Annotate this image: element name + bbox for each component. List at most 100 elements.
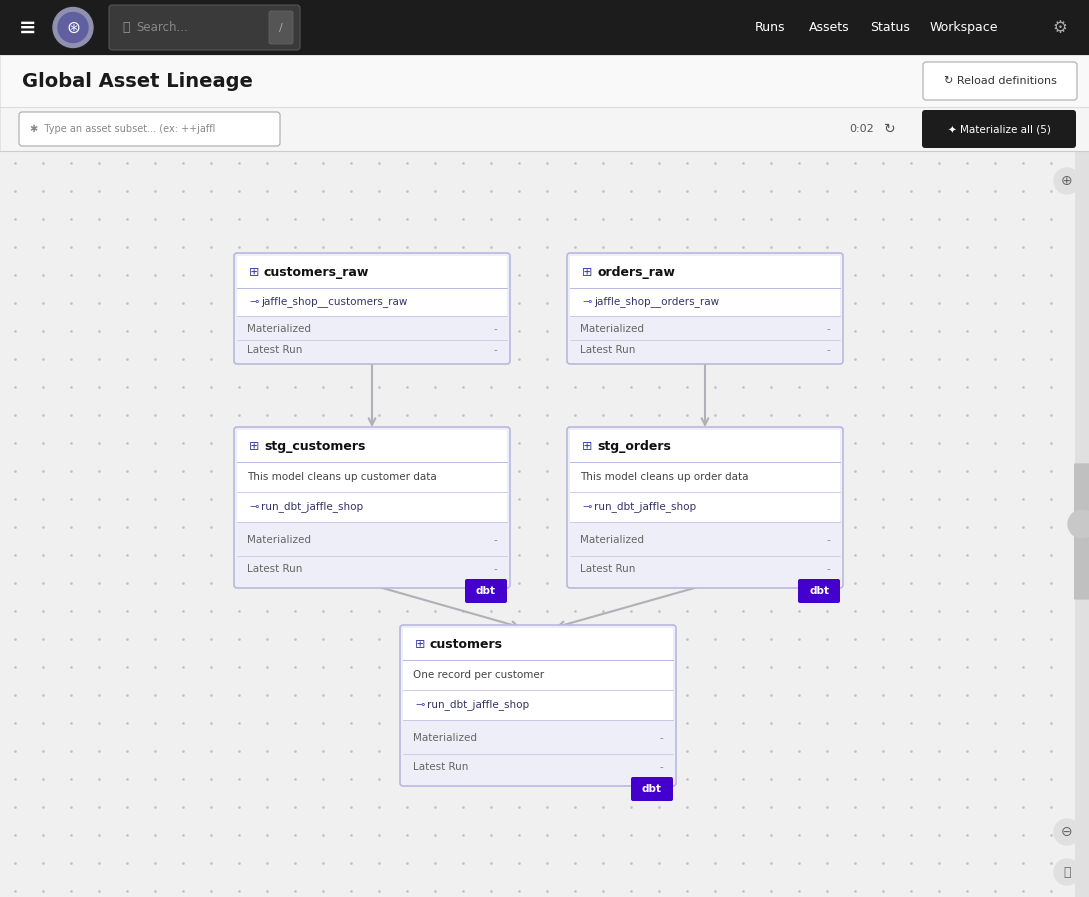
Text: ⊛: ⊛ [66, 19, 79, 37]
FancyBboxPatch shape [570, 462, 840, 492]
FancyBboxPatch shape [237, 288, 507, 316]
FancyBboxPatch shape [922, 110, 1076, 148]
Text: -: - [493, 535, 497, 544]
Text: Search...: Search... [136, 21, 187, 34]
Text: Runs: Runs [755, 21, 785, 34]
Text: customers: customers [430, 638, 503, 650]
Text: Status: Status [870, 21, 910, 34]
Text: dbt: dbt [476, 586, 495, 596]
Text: ⊸: ⊸ [415, 700, 425, 710]
Text: run_dbt_jaffle_shop: run_dbt_jaffle_shop [427, 700, 529, 710]
FancyBboxPatch shape [109, 5, 299, 50]
Text: Latest Run: Latest Run [413, 762, 468, 772]
FancyBboxPatch shape [567, 427, 843, 588]
Text: Global Asset Lineage: Global Asset Lineage [22, 72, 253, 91]
Text: ⊞: ⊞ [249, 440, 259, 452]
Text: Materialized: Materialized [413, 733, 477, 743]
Circle shape [1068, 510, 1089, 538]
Text: -: - [827, 324, 830, 334]
Text: Materialized: Materialized [580, 324, 644, 334]
Text: Materialized: Materialized [247, 535, 311, 544]
Text: This model cleans up customer data: This model cleans up customer data [247, 472, 437, 482]
FancyBboxPatch shape [570, 256, 840, 288]
FancyBboxPatch shape [1075, 151, 1089, 897]
Text: ✦ Materialize all (5): ✦ Materialize all (5) [947, 124, 1051, 134]
Text: -: - [827, 564, 830, 574]
FancyBboxPatch shape [403, 628, 673, 660]
FancyBboxPatch shape [237, 256, 507, 288]
Circle shape [1054, 819, 1080, 845]
FancyBboxPatch shape [0, 0, 1089, 55]
Text: -: - [827, 535, 830, 544]
Text: -: - [493, 324, 497, 334]
Text: Latest Run: Latest Run [580, 344, 635, 354]
FancyBboxPatch shape [234, 253, 510, 364]
Text: dbt: dbt [643, 784, 662, 794]
Text: ↻ Reload definitions: ↻ Reload definitions [943, 76, 1056, 86]
Text: ↻: ↻ [884, 122, 896, 136]
FancyBboxPatch shape [237, 492, 507, 522]
Text: Latest Run: Latest Run [247, 564, 303, 574]
Circle shape [53, 7, 93, 48]
FancyBboxPatch shape [923, 62, 1077, 100]
Text: jaffle_shop__customers_raw: jaffle_shop__customers_raw [261, 297, 407, 308]
Text: ⊞: ⊞ [582, 440, 592, 452]
Text: /: / [279, 22, 283, 32]
Text: ✱  Type an asset subset... (ex: ++jaffl: ✱ Type an asset subset... (ex: ++jaffl [30, 124, 216, 134]
FancyBboxPatch shape [237, 462, 507, 492]
Text: ⊸: ⊸ [582, 502, 591, 512]
Text: -: - [827, 344, 830, 354]
Text: run_dbt_jaffle_shop: run_dbt_jaffle_shop [594, 501, 696, 512]
Text: ⊸: ⊸ [249, 502, 258, 512]
FancyBboxPatch shape [798, 579, 840, 603]
Text: -: - [493, 344, 497, 354]
Text: This model cleans up order data: This model cleans up order data [580, 472, 748, 482]
Text: ⊸: ⊸ [582, 297, 591, 307]
Text: One record per customer: One record per customer [413, 670, 544, 680]
Text: ⊞: ⊞ [249, 266, 259, 278]
FancyBboxPatch shape [237, 430, 507, 462]
Text: customers_raw: customers_raw [264, 266, 369, 278]
Text: jaffle_shop__orders_raw: jaffle_shop__orders_raw [594, 297, 719, 308]
Text: Latest Run: Latest Run [247, 344, 303, 354]
Text: ⊕: ⊕ [1061, 174, 1073, 188]
Circle shape [1054, 859, 1080, 885]
Text: Assets: Assets [809, 21, 849, 34]
FancyBboxPatch shape [567, 253, 843, 364]
Text: Latest Run: Latest Run [580, 564, 635, 574]
Text: run_dbt_jaffle_shop: run_dbt_jaffle_shop [261, 501, 363, 512]
FancyBboxPatch shape [0, 107, 1089, 151]
Text: 0:02: 0:02 [849, 124, 874, 134]
Text: Materialized: Materialized [580, 535, 644, 544]
FancyBboxPatch shape [19, 112, 280, 146]
Text: orders_raw: orders_raw [597, 266, 675, 278]
Text: -: - [493, 564, 497, 574]
Text: ≡: ≡ [20, 18, 37, 38]
FancyBboxPatch shape [403, 660, 673, 690]
Text: ⊞: ⊞ [415, 638, 426, 650]
Text: dbt: dbt [809, 586, 829, 596]
Text: ⤓: ⤓ [1063, 866, 1070, 878]
FancyBboxPatch shape [570, 430, 840, 462]
FancyBboxPatch shape [400, 625, 676, 786]
Text: stg_orders: stg_orders [597, 440, 671, 452]
Text: ⌕: ⌕ [122, 21, 130, 34]
Text: Workspace: Workspace [930, 21, 999, 34]
FancyBboxPatch shape [403, 690, 673, 720]
Text: ⊖: ⊖ [1061, 825, 1073, 839]
Text: ⊞: ⊞ [582, 266, 592, 278]
Text: -: - [659, 733, 663, 743]
Text: -: - [659, 762, 663, 772]
Circle shape [1054, 168, 1080, 194]
Text: Materialized: Materialized [247, 324, 311, 334]
FancyBboxPatch shape [234, 427, 510, 588]
Text: ⊸: ⊸ [249, 297, 258, 307]
FancyBboxPatch shape [1074, 464, 1089, 599]
Text: stg_customers: stg_customers [264, 440, 366, 452]
FancyBboxPatch shape [269, 11, 293, 44]
Circle shape [58, 13, 88, 42]
FancyBboxPatch shape [465, 579, 507, 603]
FancyBboxPatch shape [631, 777, 673, 801]
FancyBboxPatch shape [570, 492, 840, 522]
FancyBboxPatch shape [570, 288, 840, 316]
